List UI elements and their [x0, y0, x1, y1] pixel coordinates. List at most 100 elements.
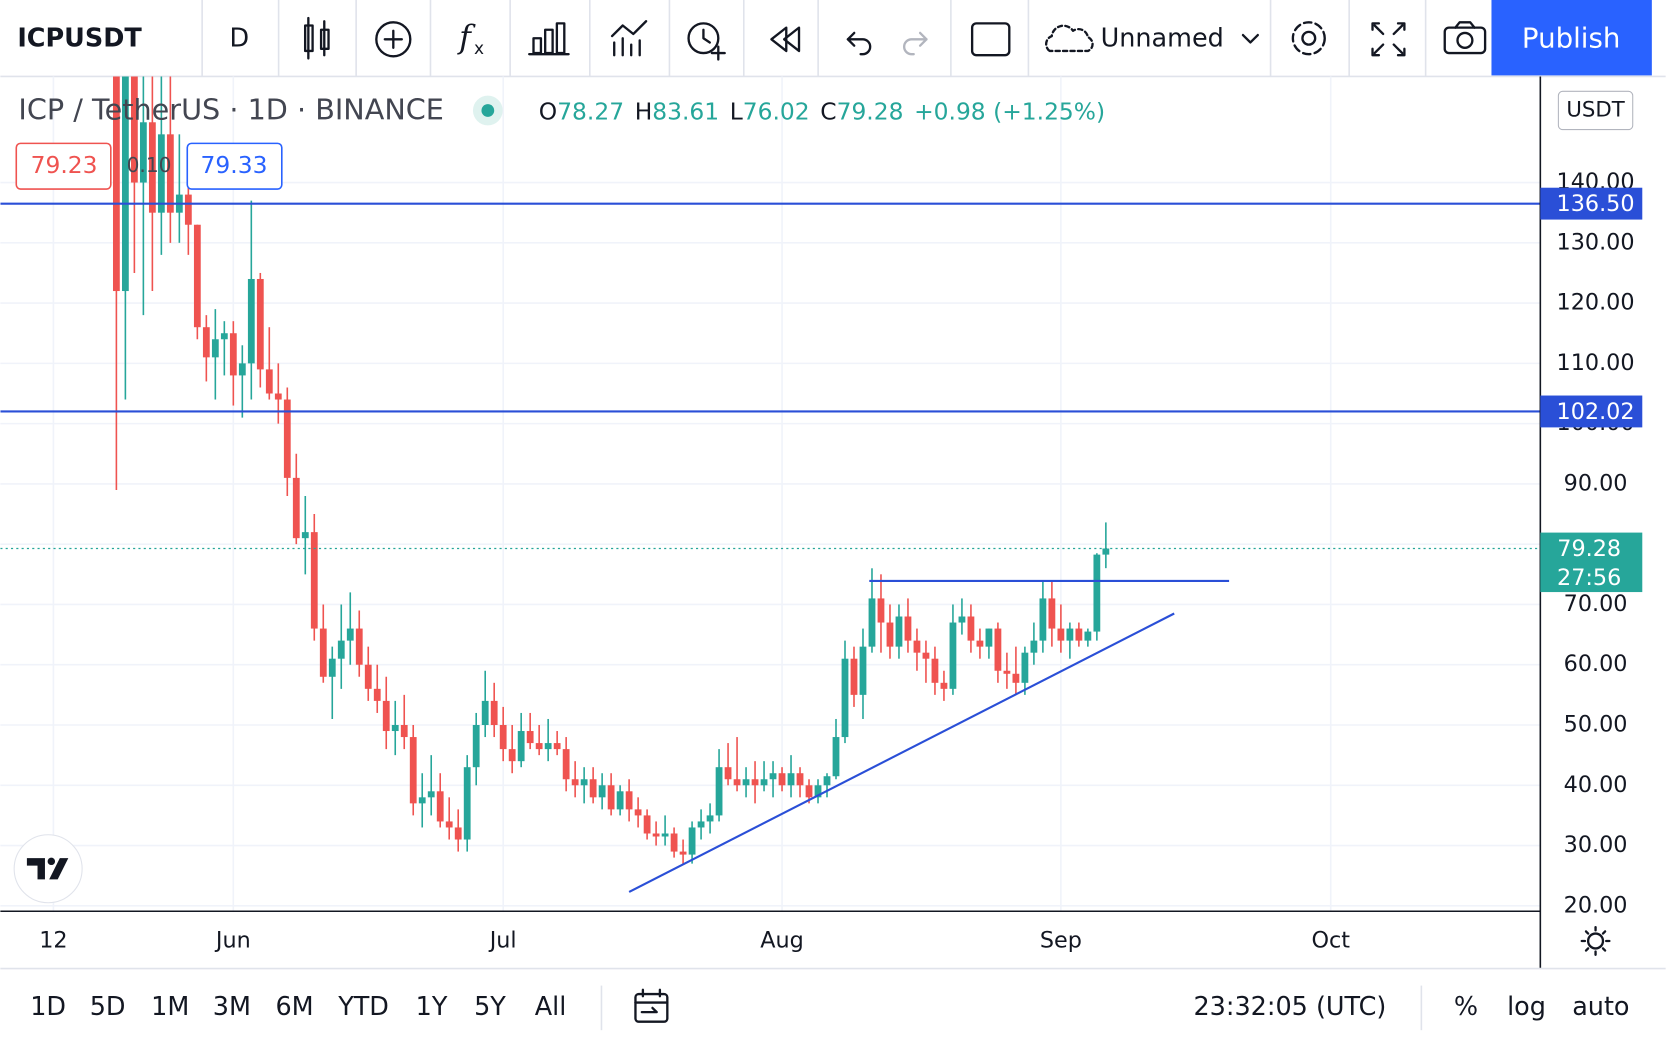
candle-body	[238, 363, 246, 376]
y-tick-label: 50.00	[1564, 712, 1628, 738]
candle-body	[976, 640, 984, 647]
candle-body	[274, 393, 282, 400]
candle-body	[373, 688, 381, 701]
x-tick-label: Jun	[214, 927, 251, 953]
trend-line	[628, 612, 1175, 893]
candle-body	[688, 827, 696, 855]
candle-body	[121, 76, 129, 292]
ohlc-key: C	[820, 97, 836, 125]
range-button[interactable]: All	[535, 992, 567, 1022]
x-tick-label: Jul	[488, 927, 517, 953]
range-button[interactable]: YTD	[337, 992, 389, 1022]
y-tick-label: 30.00	[1564, 832, 1628, 858]
candle-body	[913, 640, 921, 653]
settings-icon[interactable]	[1291, 21, 1326, 56]
last-price-label: 79.28	[1557, 536, 1621, 562]
candle-body	[607, 785, 615, 810]
undo-icon[interactable]	[846, 31, 872, 56]
compare-icon[interactable]	[375, 21, 412, 58]
range-button[interactable]: 1Y	[416, 992, 448, 1022]
y-tick-label: 90.00	[1564, 470, 1628, 496]
ohlc-value: 83.61	[652, 97, 719, 125]
candle-body	[580, 779, 588, 786]
replay-icon[interactable]	[770, 26, 801, 53]
candle-body	[760, 779, 768, 786]
publish-button[interactable]	[1491, 0, 1652, 76]
candle-body	[1084, 631, 1092, 641]
candle-body	[283, 399, 291, 478]
financials-icon[interactable]	[528, 22, 570, 56]
candle-body	[949, 622, 957, 689]
candle-body	[652, 833, 660, 837]
range-button[interactable]: 1M	[151, 992, 189, 1022]
symbol[interactable]: ICPUSDT	[17, 23, 142, 53]
snapshot-icon[interactable]	[1443, 21, 1487, 55]
candle-body	[166, 134, 174, 213]
candle-body	[337, 640, 345, 659]
x-tick-label: Sep	[1040, 927, 1082, 953]
candle-body	[985, 628, 993, 647]
candle-body	[841, 658, 849, 738]
templates-icon[interactable]	[610, 20, 648, 57]
price-label: 102.02	[1557, 399, 1635, 425]
candle-body	[319, 628, 327, 677]
candle-body	[670, 833, 678, 852]
candle-body	[1075, 628, 1083, 641]
range-button[interactable]: 1D	[30, 992, 66, 1022]
candle-body	[859, 646, 867, 695]
candle-body	[256, 278, 264, 370]
layout-name[interactable]: Unnamed	[1101, 23, 1224, 53]
candle-body	[148, 122, 156, 213]
fullscreen-box-icon[interactable]	[970, 22, 1011, 57]
candle-body	[733, 779, 741, 786]
y-tick-label: 110.00	[1557, 350, 1635, 376]
time-axis-settings-icon[interactable]	[1580, 926, 1611, 956]
scale-option[interactable]: auto	[1572, 992, 1629, 1022]
expand-icon[interactable]	[1371, 22, 1406, 57]
candle-body	[499, 725, 507, 750]
candle-body	[139, 122, 147, 183]
candle-body	[616, 791, 624, 810]
candle-body	[571, 779, 579, 786]
candle-body	[598, 785, 606, 798]
price-label-box	[1540, 187, 1643, 220]
candle-body	[301, 532, 309, 539]
redo-icon[interactable]	[903, 31, 928, 56]
ohlc-legend: O78.27 H83.61 L76.02 C79.28 +0.98 (+1.25%)	[539, 97, 1105, 125]
candle-body	[706, 815, 714, 822]
range-button[interactable]: 5D	[90, 992, 126, 1022]
buy-box[interactable]	[186, 142, 283, 190]
layout-dropdown[interactable]	[1241, 33, 1259, 44]
range-button[interactable]: 6M	[275, 992, 313, 1022]
candle-body	[130, 76, 138, 183]
interval[interactable]: D	[229, 23, 249, 53]
x-tick-label: Oct	[1311, 927, 1350, 953]
candle-body	[751, 779, 759, 786]
candle-body	[715, 767, 723, 816]
candle-body	[868, 598, 876, 647]
candle-body	[922, 652, 930, 659]
candle-body	[112, 76, 120, 292]
legend: ICP / TetherUS · 1D · BINANCE O78.27 H83.…	[13, 93, 1105, 904]
alert-icon[interactable]	[687, 22, 726, 61]
candle-body	[787, 773, 795, 786]
logo-badge[interactable]	[13, 834, 83, 904]
ohlc-key: L	[730, 97, 743, 125]
candle-body	[328, 658, 336, 677]
sell-box[interactable]	[15, 142, 112, 190]
bar-style-icon[interactable]	[303, 16, 330, 60]
goto-date-icon[interactable]	[634, 988, 669, 1023]
currency-box[interactable]	[1557, 90, 1634, 131]
candle-body	[535, 743, 543, 750]
candle-body	[454, 827, 462, 840]
range-button[interactable]: 3M	[213, 992, 251, 1022]
candle-body	[940, 682, 948, 689]
scale-option[interactable]: log	[1507, 992, 1546, 1022]
candle-body	[211, 339, 219, 358]
scale-option[interactable]: %	[1454, 992, 1478, 1022]
candle-body	[346, 628, 354, 641]
y-tick-label: 70.00	[1564, 591, 1628, 617]
range-button[interactable]: 5Y	[474, 992, 506, 1022]
price-label: 136.50	[1557, 191, 1635, 217]
